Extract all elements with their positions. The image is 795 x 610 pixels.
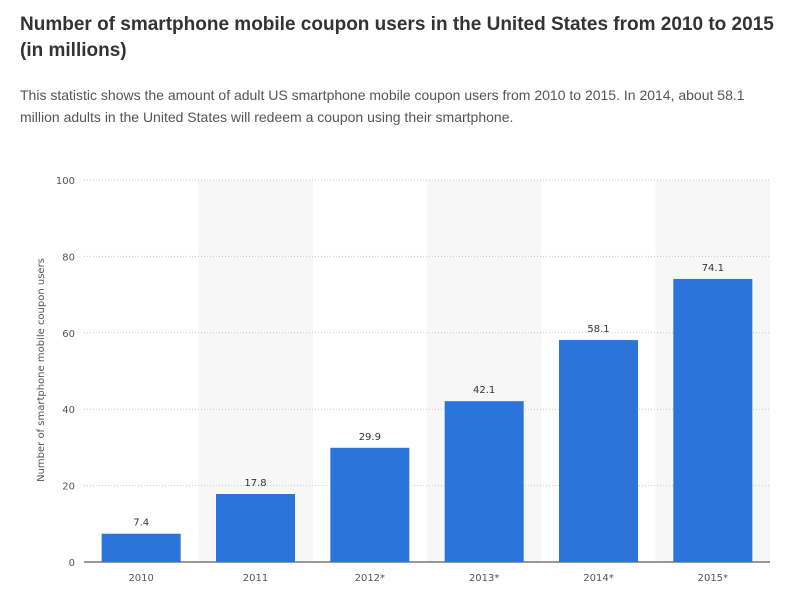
x-tick-label: 2013* [469,573,499,584]
data-labels: 7.4 17.8 29.9 42.1 58.1 74.1 [133,263,724,529]
y-tick-label: 60 [62,329,75,340]
bar-2015 [673,278,753,562]
gridlines [84,179,770,563]
bar-2010 [101,533,181,562]
y-axis-title: Number of smartphone mobile coupon users [36,258,47,482]
y-tick-label: 40 [62,405,75,416]
y-tick-label: 0 [69,558,75,569]
x-tick-label: 2012* [355,573,385,584]
x-tick-label: 2010 [128,573,153,584]
y-axis-ticks: 0 20 40 60 80 100 [56,176,75,569]
data-label: 42.1 [473,385,495,396]
chart-title: Number of smartphone mobile coupon users… [20,14,774,61]
y-tick-label: 100 [56,176,75,187]
x-tick-label: 2011 [243,573,268,584]
bar-2013 [444,401,524,562]
chart-description: This statistic shows the amount of adult… [20,87,745,125]
data-label: 74.1 [702,263,724,274]
bar-2012 [330,447,410,562]
bars [101,278,753,562]
x-tick-label: 2014* [583,573,613,584]
bar-2014 [559,340,638,562]
data-label: 17.8 [244,478,266,489]
y-tick-label: 80 [62,252,75,263]
y-tick-label: 20 [62,482,75,493]
data-label: 7.4 [133,518,149,529]
bar-2011 [216,494,295,562]
data-label: 29.9 [359,432,381,443]
x-tick-label: 2015* [698,573,728,584]
x-axis-ticks: 2010 2011 2012* 2013* 2014* 2015* [128,573,728,584]
data-label: 58.1 [587,324,609,335]
